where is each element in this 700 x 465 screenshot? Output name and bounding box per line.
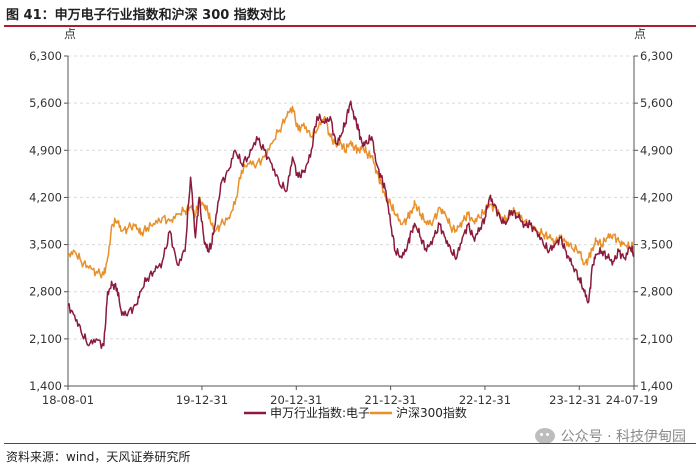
series-line-1 bbox=[67, 105, 635, 279]
watermark: 公众号 · 科技伊甸园 bbox=[534, 426, 686, 446]
x-tick-label: 20-12-31 bbox=[270, 393, 322, 407]
figure-title: 图 41：申万电子行业指数和沪深 300 指数对比 bbox=[6, 8, 286, 23]
y-tick-label-left: 2,100 bbox=[29, 332, 62, 346]
y-tick-label-right: 5,600 bbox=[640, 96, 673, 110]
wechat-icon bbox=[534, 428, 555, 444]
y-tick-label-left: 6,300 bbox=[29, 49, 62, 63]
y-tick-label-right: 3,500 bbox=[640, 238, 673, 252]
x-tick-label: 21-12-31 bbox=[365, 393, 417, 407]
title-rule bbox=[4, 25, 696, 27]
series-lines bbox=[67, 100, 635, 350]
x-tick-label: 18-08-01 bbox=[42, 393, 94, 407]
y-tick-label-right: 4,200 bbox=[640, 190, 673, 204]
source-note: 资料来源：wind，天风证券研究所 bbox=[6, 450, 191, 464]
y-tick-label-right: 6,300 bbox=[640, 49, 673, 63]
legend-label: 沪深300指数 bbox=[396, 405, 467, 420]
y-tick-label-right: 1,400 bbox=[640, 379, 673, 393]
grid-lines bbox=[68, 55, 634, 340]
y-tick-label-left: 5,600 bbox=[29, 96, 62, 110]
y-ticks-left: 1,400 2,100 2,800 3,500 4,200 4,900 5,600 6,300 bbox=[29, 49, 68, 393]
y-ticks-right: 1,400 2,100 2,800 3,500 4,200 4,900 5,600 6,300 bbox=[634, 49, 673, 393]
y-tick-label-left: 2,800 bbox=[29, 285, 62, 299]
watermark-text: 公众号 · 科技伊甸园 bbox=[560, 429, 686, 445]
y-tick-label-right: 4,900 bbox=[640, 143, 673, 157]
y-axis-label-right: 点 bbox=[634, 27, 646, 41]
y-tick-label-left: 3,500 bbox=[29, 238, 62, 252]
y-tick-label-left: 4,200 bbox=[29, 190, 62, 204]
legend: 申万行业指数:电子 沪深300指数 bbox=[244, 405, 467, 420]
x-tick-label: 19-12-31 bbox=[176, 393, 228, 407]
x-tick-label: 22-12-31 bbox=[459, 393, 511, 407]
x-tick-label: 23-12-31 bbox=[549, 393, 601, 407]
axes bbox=[67, 56, 635, 387]
bottom-rule bbox=[4, 443, 696, 444]
y-tick-label-right: 2,100 bbox=[640, 332, 673, 346]
legend-label: 申万行业指数:电子 bbox=[270, 405, 370, 420]
y-axis-label-left: 点 bbox=[64, 27, 76, 41]
y-tick-label-right: 2,800 bbox=[640, 285, 673, 299]
chart: 点 点 1,400 2,100 2,800 3,500 4,200 4,900 5,600 6… bbox=[29, 27, 673, 420]
series-line-0 bbox=[67, 100, 635, 350]
y-tick-label-left: 4,900 bbox=[29, 143, 62, 157]
y-tick-label-left: 1,400 bbox=[29, 379, 62, 393]
x-ticks: 18-08-01 19-12-31 20-12-31 21-12-31 22-12-31… bbox=[42, 386, 658, 407]
x-tick-label: 24-07-19 bbox=[606, 393, 658, 407]
